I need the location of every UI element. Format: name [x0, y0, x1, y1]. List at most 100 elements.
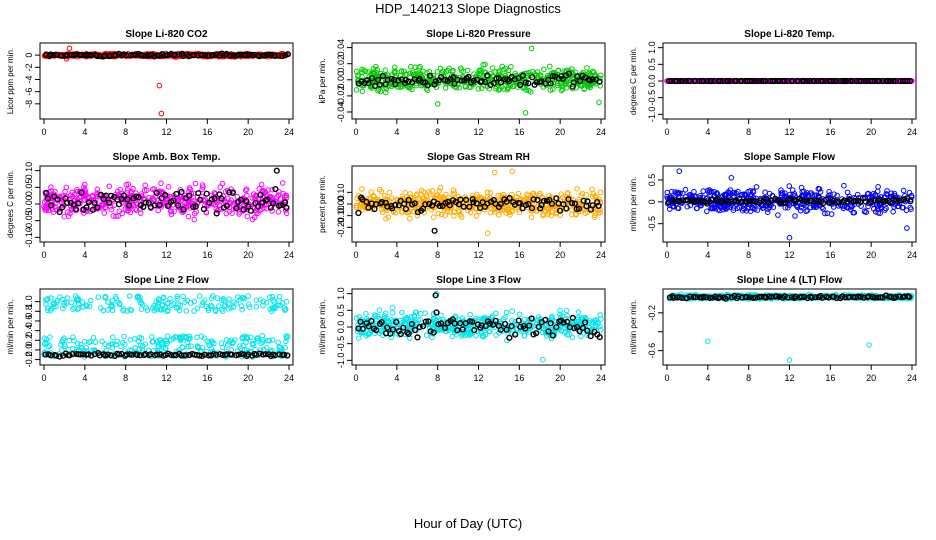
- data-point: [78, 189, 85, 196]
- data-point: [247, 207, 254, 214]
- data-point: [178, 188, 185, 196]
- y-axis-label: ml/min per min.: [629, 300, 638, 355]
- data-point: [47, 202, 55, 209]
- data-point: [708, 77, 715, 85]
- x-tick-label: 24: [907, 250, 917, 260]
- data-point: [548, 212, 555, 219]
- data-point: [890, 209, 896, 215]
- data-point: [275, 52, 282, 59]
- series-hourly: [43, 167, 290, 217]
- panel-title: Slope Line 4 (LT) Flow: [737, 275, 843, 286]
- data-point: [473, 333, 480, 339]
- data-point: [397, 84, 404, 90]
- data-point: [279, 52, 286, 60]
- data-point: [156, 201, 163, 209]
- data-point: [63, 56, 70, 62]
- data-point: [558, 191, 565, 197]
- data-point: [676, 168, 683, 174]
- data-point: [424, 82, 431, 89]
- data-point: [245, 293, 251, 299]
- data-point: [175, 202, 182, 209]
- data-point: [155, 207, 161, 214]
- x-tick-label: 0: [664, 250, 669, 260]
- y-tick-label: 0.0: [647, 75, 657, 88]
- data-point: [395, 77, 402, 84]
- data-point: [512, 70, 519, 77]
- y-tick-label: 0.0: [336, 321, 346, 334]
- data-point: [430, 214, 437, 220]
- data-point: [875, 184, 881, 190]
- data-point: [569, 69, 575, 76]
- data-point: [253, 304, 260, 310]
- x-tick-label: 4: [705, 250, 710, 260]
- data-point: [190, 203, 197, 211]
- data-point: [259, 52, 266, 59]
- data-point: [275, 192, 282, 198]
- data-point: [280, 190, 287, 197]
- data-point: [56, 208, 63, 216]
- data-point: [576, 77, 584, 85]
- x-tick-label: 24: [907, 373, 917, 383]
- data-point: [197, 196, 204, 203]
- data-point: [245, 51, 252, 58]
- data-point: [522, 110, 529, 116]
- x-tick-label: 24: [284, 127, 294, 137]
- x-tick-label: 16: [202, 373, 212, 383]
- data-point: [473, 213, 480, 219]
- panel-title: Slope Gas Stream RH: [427, 152, 530, 163]
- data-point: [132, 336, 138, 342]
- panel-title: Slope Line 2 Flow: [124, 275, 209, 286]
- data-point: [101, 210, 108, 216]
- data-point: [478, 77, 485, 85]
- data-point: [682, 77, 690, 85]
- data-point: [382, 67, 389, 73]
- x-tick-label: 24: [284, 250, 294, 260]
- data-point: [115, 201, 123, 208]
- data-point: [716, 77, 724, 85]
- data-point: [120, 51, 127, 58]
- x-tick-label: 8: [435, 250, 440, 260]
- data-point: [499, 63, 506, 70]
- data-point: [371, 80, 378, 86]
- x-tick-label: 24: [596, 250, 606, 260]
- data-point: [191, 308, 197, 314]
- x-tick-label: 12: [784, 127, 794, 137]
- x-tick-label: 4: [394, 127, 399, 137]
- data-point: [528, 89, 534, 95]
- data-point: [165, 184, 172, 190]
- series-all: [41, 293, 291, 360]
- y-axis-label: percent per min.: [318, 175, 327, 233]
- data-point: [149, 334, 155, 340]
- y-axis-label: kPa per min.: [318, 59, 327, 104]
- y-tick-label: -1.0: [336, 353, 346, 369]
- data-point: [237, 196, 244, 203]
- data-point: [467, 311, 473, 318]
- data-point: [199, 182, 206, 188]
- data-point: [792, 213, 798, 219]
- x-tick-label: 4: [82, 250, 87, 260]
- data-point: [63, 199, 71, 207]
- x-tick-label: 12: [473, 127, 483, 137]
- data-point: [47, 51, 54, 58]
- data-point: [529, 74, 536, 81]
- data-point: [386, 189, 393, 196]
- data-point: [120, 192, 127, 199]
- data-point: [195, 190, 202, 197]
- data-point: [107, 192, 115, 199]
- data-point: [124, 189, 130, 196]
- data-point: [724, 77, 732, 85]
- data-point: [844, 189, 851, 196]
- y-tick-label: 0.05: [24, 179, 34, 197]
- data-point: [142, 182, 148, 189]
- data-point: [258, 181, 265, 188]
- y-axis-label: degrees C per min.: [629, 47, 638, 115]
- data-point: [214, 295, 221, 301]
- data-point: [230, 52, 237, 59]
- data-point: [589, 186, 595, 193]
- data-point: [183, 308, 190, 314]
- data-point: [515, 74, 522, 82]
- data-point: [265, 51, 272, 58]
- x-tick-label: 16: [825, 373, 835, 383]
- data-point: [509, 308, 516, 314]
